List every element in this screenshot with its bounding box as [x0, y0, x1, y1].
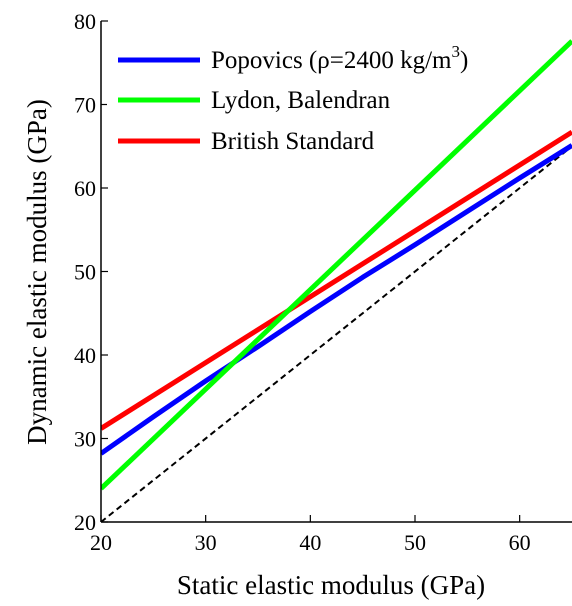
- y-tick-label: 50: [74, 260, 96, 285]
- y-tick-label: 20: [74, 510, 96, 535]
- legend: Popovics (ρ=2400 kg/m3) Lydon, Balendran…: [107, 28, 468, 160]
- x-tick-label: 60: [509, 530, 531, 555]
- y-tick-label: 40: [74, 343, 96, 368]
- y-axis-title: Dynamic elastic modulus (GPa): [22, 99, 52, 445]
- series-line-popovics: [101, 143, 572, 456]
- tick-layer: 20 30 40 50 60 20 30 40 50 60 70 80: [74, 9, 531, 555]
- x-tick-label: 50: [404, 530, 426, 555]
- x-tick-label: 40: [299, 530, 321, 555]
- series-line-lydon-balendran: [101, 39, 572, 491]
- reference-line-identity: [101, 145, 572, 522]
- x-tick-label: 30: [195, 530, 217, 555]
- series-line-british-standard: [101, 129, 572, 431]
- legend-label-popovics: Popovics (ρ=2400 kg/m3): [211, 42, 468, 74]
- x-tick-label: 20: [90, 530, 112, 555]
- y-tick-label: 70: [74, 93, 96, 118]
- legend-box: [107, 28, 437, 160]
- series-layer: [101, 39, 572, 522]
- legend-label-popovics-suffix: ): [460, 47, 468, 74]
- y-tick-label: 80: [74, 9, 96, 34]
- legend-label-british: British Standard: [211, 128, 375, 155]
- y-tick-label: 30: [74, 427, 96, 452]
- x-axis-title: Static elastic modulus (GPa): [177, 570, 485, 600]
- legend-label-popovics-sup: 3: [451, 42, 460, 61]
- legend-label-lydon: Lydon, Balendran: [211, 87, 391, 114]
- y-tick-label: 60: [74, 176, 96, 201]
